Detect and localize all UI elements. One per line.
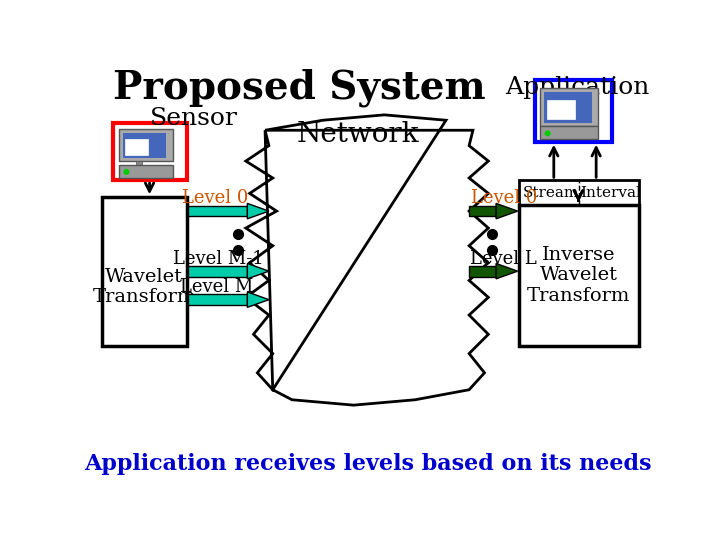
Bar xyxy=(113,123,186,180)
Bar xyxy=(188,294,248,305)
Bar xyxy=(188,206,248,217)
Text: Level L: Level L xyxy=(470,250,537,268)
Text: Proposed System: Proposed System xyxy=(113,69,486,107)
Circle shape xyxy=(545,131,550,136)
Polygon shape xyxy=(248,292,269,307)
Bar xyxy=(547,100,575,119)
Polygon shape xyxy=(246,115,488,405)
Polygon shape xyxy=(496,204,518,219)
Bar xyxy=(469,206,496,217)
Bar xyxy=(519,180,639,205)
Bar xyxy=(544,92,593,123)
Bar xyxy=(125,139,148,155)
Polygon shape xyxy=(248,264,269,279)
Bar xyxy=(102,197,186,346)
Polygon shape xyxy=(496,264,518,279)
Text: Network: Network xyxy=(296,120,419,147)
Text: Stream: Stream xyxy=(523,186,580,200)
Text: Level 0: Level 0 xyxy=(182,189,248,207)
Bar xyxy=(122,132,166,158)
Bar xyxy=(534,80,611,142)
Text: Application: Application xyxy=(505,76,649,99)
Polygon shape xyxy=(248,204,269,219)
Text: Level M: Level M xyxy=(180,278,253,296)
Bar xyxy=(119,165,173,178)
Text: Sensor: Sensor xyxy=(150,107,238,130)
Bar xyxy=(540,126,598,139)
Bar xyxy=(188,266,248,276)
Text: Application receives levels based on its needs: Application receives levels based on its… xyxy=(84,453,651,475)
Polygon shape xyxy=(137,161,142,165)
Text: Interval: Interval xyxy=(580,186,642,200)
Text: Level 0: Level 0 xyxy=(471,189,537,207)
Text: Inverse
Wavelet
Transform: Inverse Wavelet Transform xyxy=(527,246,631,305)
Text: Level M-1: Level M-1 xyxy=(174,250,264,268)
Circle shape xyxy=(124,170,129,174)
Bar xyxy=(519,205,639,346)
Bar xyxy=(469,266,496,276)
Bar xyxy=(119,129,173,161)
Text: Wavelet
Transform: Wavelet Transform xyxy=(92,267,196,306)
Bar xyxy=(540,88,598,126)
